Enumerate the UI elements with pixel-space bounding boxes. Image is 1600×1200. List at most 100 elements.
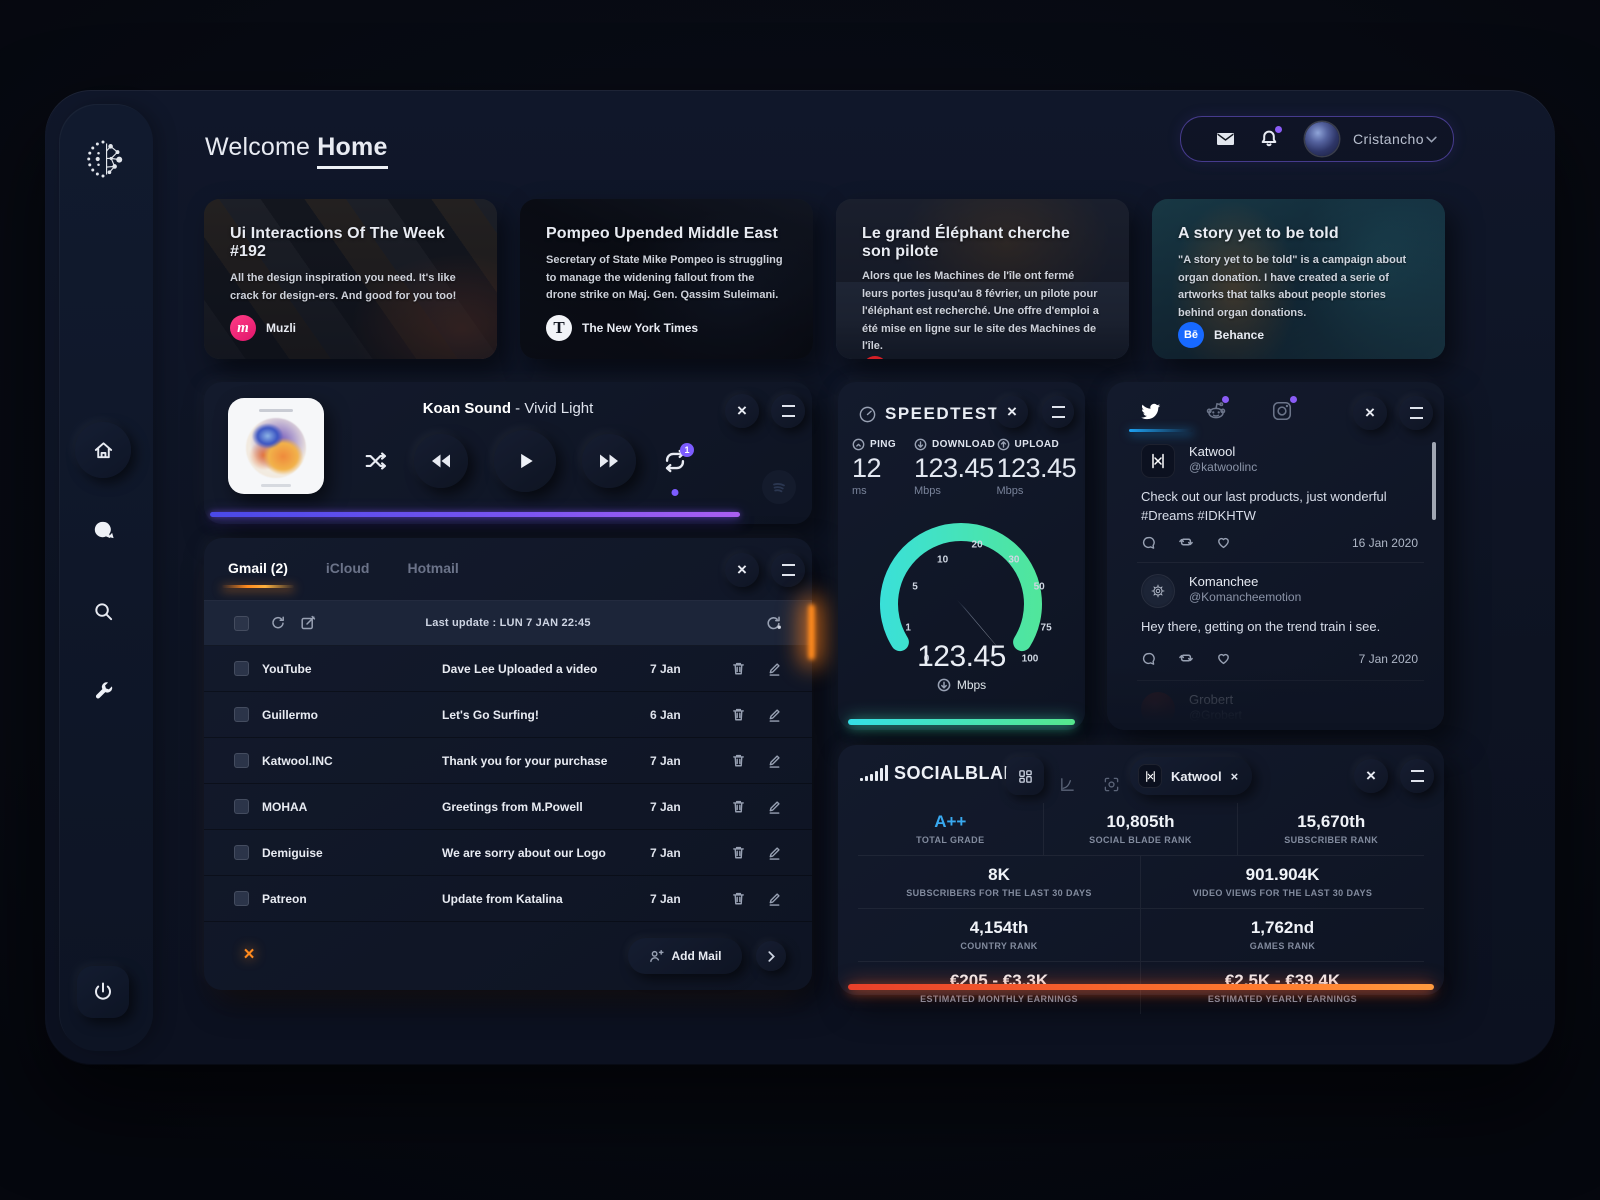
sidebar-item-tools[interactable] <box>79 667 127 715</box>
chip-close-icon[interactable]: × <box>1230 768 1239 784</box>
edit-icon[interactable] <box>756 799 792 814</box>
tab-icloud[interactable]: iCloud <box>325 560 370 576</box>
tab-twitter[interactable] <box>1137 398 1163 424</box>
row-checkbox[interactable] <box>234 891 249 906</box>
playback-progress-bar[interactable] <box>210 512 740 517</box>
avatar[interactable] <box>1305 122 1339 156</box>
tweet[interactable]: Komanchee @Komancheemotion Hey there, ge… <box>1141 574 1418 666</box>
chip-label: Katwool <box>1171 768 1222 784</box>
mail-row[interactable]: Demiguise We are sorry about our Logo 7 … <box>204 830 812 876</box>
like-icon[interactable] <box>1216 651 1231 666</box>
close-button[interactable]: × <box>996 396 1028 428</box>
news-card-muzli[interactable]: Ui Interactions Of The Week #192 All the… <box>204 199 497 359</box>
shuffle-button[interactable] <box>364 449 388 473</box>
trash-icon[interactable] <box>720 753 756 768</box>
stat-value: 1,762nd <box>1250 918 1315 937</box>
menu-button[interactable] <box>1400 759 1434 793</box>
repeat-button[interactable]: 1 <box>662 443 694 496</box>
wrench-icon <box>92 680 115 703</box>
sidebar-item-home[interactable] <box>75 422 131 478</box>
mail-row[interactable]: Patreon Update from Katalina 7 Jan <box>204 876 812 922</box>
news-card-nyt[interactable]: Pompeo Upended Middle East Secretary of … <box>520 199 813 359</box>
menu-icon <box>1051 406 1065 418</box>
edit-icon[interactable] <box>756 753 792 768</box>
menu-button[interactable] <box>1399 396 1433 430</box>
chevron-down-icon[interactable] <box>1426 136 1437 143</box>
close-button[interactable]: × <box>725 394 759 428</box>
add-mail-button[interactable]: Add Mail <box>628 938 742 974</box>
trash-icon[interactable] <box>720 891 756 906</box>
spotify-icon[interactable] <box>762 470 796 504</box>
stat-label: TOTAL GRADE <box>916 835 985 845</box>
comment-icon[interactable] <box>1141 535 1156 550</box>
mail-sender: Demiguise <box>262 845 323 860</box>
play-button[interactable] <box>494 430 556 492</box>
row-checkbox[interactable] <box>234 845 249 860</box>
row-checkbox[interactable] <box>234 799 249 814</box>
compose-icon[interactable] <box>293 615 323 631</box>
menu-icon <box>781 405 795 417</box>
menu-button[interactable] <box>1042 396 1074 428</box>
scrollbar[interactable] <box>1432 442 1436 520</box>
news-card-ouest-france[interactable]: Le grand Éléphant cherche son pilote Alo… <box>836 199 1129 359</box>
news-body: Alors que les Machines de l'île ont ferm… <box>862 270 1099 353</box>
dashboard-frame: Welcome Home Cristancho Ui Interactions … <box>45 90 1555 1065</box>
close-button[interactable]: × <box>1354 759 1388 793</box>
user-menu[interactable]: Cristancho <box>1180 116 1454 162</box>
trash-icon[interactable] <box>720 799 756 814</box>
row-checkbox[interactable] <box>234 707 249 722</box>
refresh-icon[interactable] <box>263 615 293 631</box>
sidebar-item-search[interactable] <box>79 587 127 635</box>
news-title: Le grand Éléphant cherche son pilote <box>862 225 1070 260</box>
dismiss-button[interactable]: × <box>234 940 264 970</box>
select-all-checkbox[interactable] <box>234 615 249 631</box>
katwool-logo-icon <box>1138 764 1162 788</box>
trash-icon[interactable] <box>720 661 756 676</box>
row-checkbox[interactable] <box>234 753 249 768</box>
tweet[interactable]: Grobert @Grobert <box>1141 692 1418 730</box>
edit-icon[interactable] <box>756 891 792 906</box>
notifications-button[interactable] <box>1247 117 1291 161</box>
tweet[interactable]: Katwool @katwoolinc Check out our last p… <box>1141 444 1418 550</box>
socialblade-bars-icon <box>860 765 888 784</box>
mail-date: 6 Jan <box>650 707 681 722</box>
retweet-icon[interactable] <box>1178 534 1194 550</box>
mail-row[interactable]: Guillermo Let's Go Surfing! 6 Jan <box>204 692 812 738</box>
mail-row[interactable]: YouTube Dave Lee Uploaded a video 7 Jan <box>204 646 812 692</box>
auto-sync-icon[interactable] <box>758 615 788 632</box>
retweet-icon[interactable] <box>1178 650 1194 666</box>
next-page-button[interactable] <box>756 941 786 971</box>
trash-icon[interactable] <box>720 707 756 722</box>
chart-view-button[interactable] <box>1050 759 1084 809</box>
tab-instagram[interactable] <box>1269 396 1297 424</box>
mail-row[interactable]: MOHAA Greetings from M.Powell 7 Jan <box>204 784 812 830</box>
tab-gmail[interactable]: Gmail (2) <box>222 560 294 588</box>
edit-icon[interactable] <box>756 707 792 722</box>
speedtest-logo-icon <box>858 405 877 424</box>
power-button[interactable] <box>77 966 129 1018</box>
fast-forward-button[interactable] <box>582 434 636 488</box>
katwool-filter-chip[interactable]: Katwool × <box>1130 757 1253 795</box>
tab-hotmail[interactable]: Hotmail <box>407 560 459 576</box>
trash-icon[interactable] <box>720 845 756 860</box>
scan-view-button[interactable] <box>1094 759 1128 809</box>
menu-button[interactable] <box>771 394 805 428</box>
stat-value: 15,670th <box>1297 812 1366 831</box>
grid-view-button[interactable] <box>1006 757 1044 795</box>
close-button[interactable]: × <box>725 553 759 587</box>
row-checkbox[interactable] <box>234 661 249 676</box>
like-icon[interactable] <box>1216 535 1231 550</box>
comment-icon[interactable] <box>1141 651 1156 666</box>
username[interactable]: Cristancho <box>1353 131 1424 147</box>
menu-button[interactable] <box>771 553 805 587</box>
mail-row[interactable]: Katwool.INC Thank you for your purchase … <box>204 738 812 784</box>
tab-reddit[interactable] <box>1203 396 1229 424</box>
gauge-tick: 50 <box>1033 581 1045 593</box>
messages-button[interactable] <box>1203 117 1247 161</box>
close-button[interactable]: × <box>1353 396 1387 430</box>
rewind-button[interactable] <box>414 434 468 488</box>
edit-icon[interactable] <box>756 845 792 860</box>
sidebar-item-chat[interactable] <box>79 506 127 554</box>
news-card-behance[interactable]: A story yet to be told "A story yet to b… <box>1152 199 1445 359</box>
edit-icon[interactable] <box>756 661 792 676</box>
